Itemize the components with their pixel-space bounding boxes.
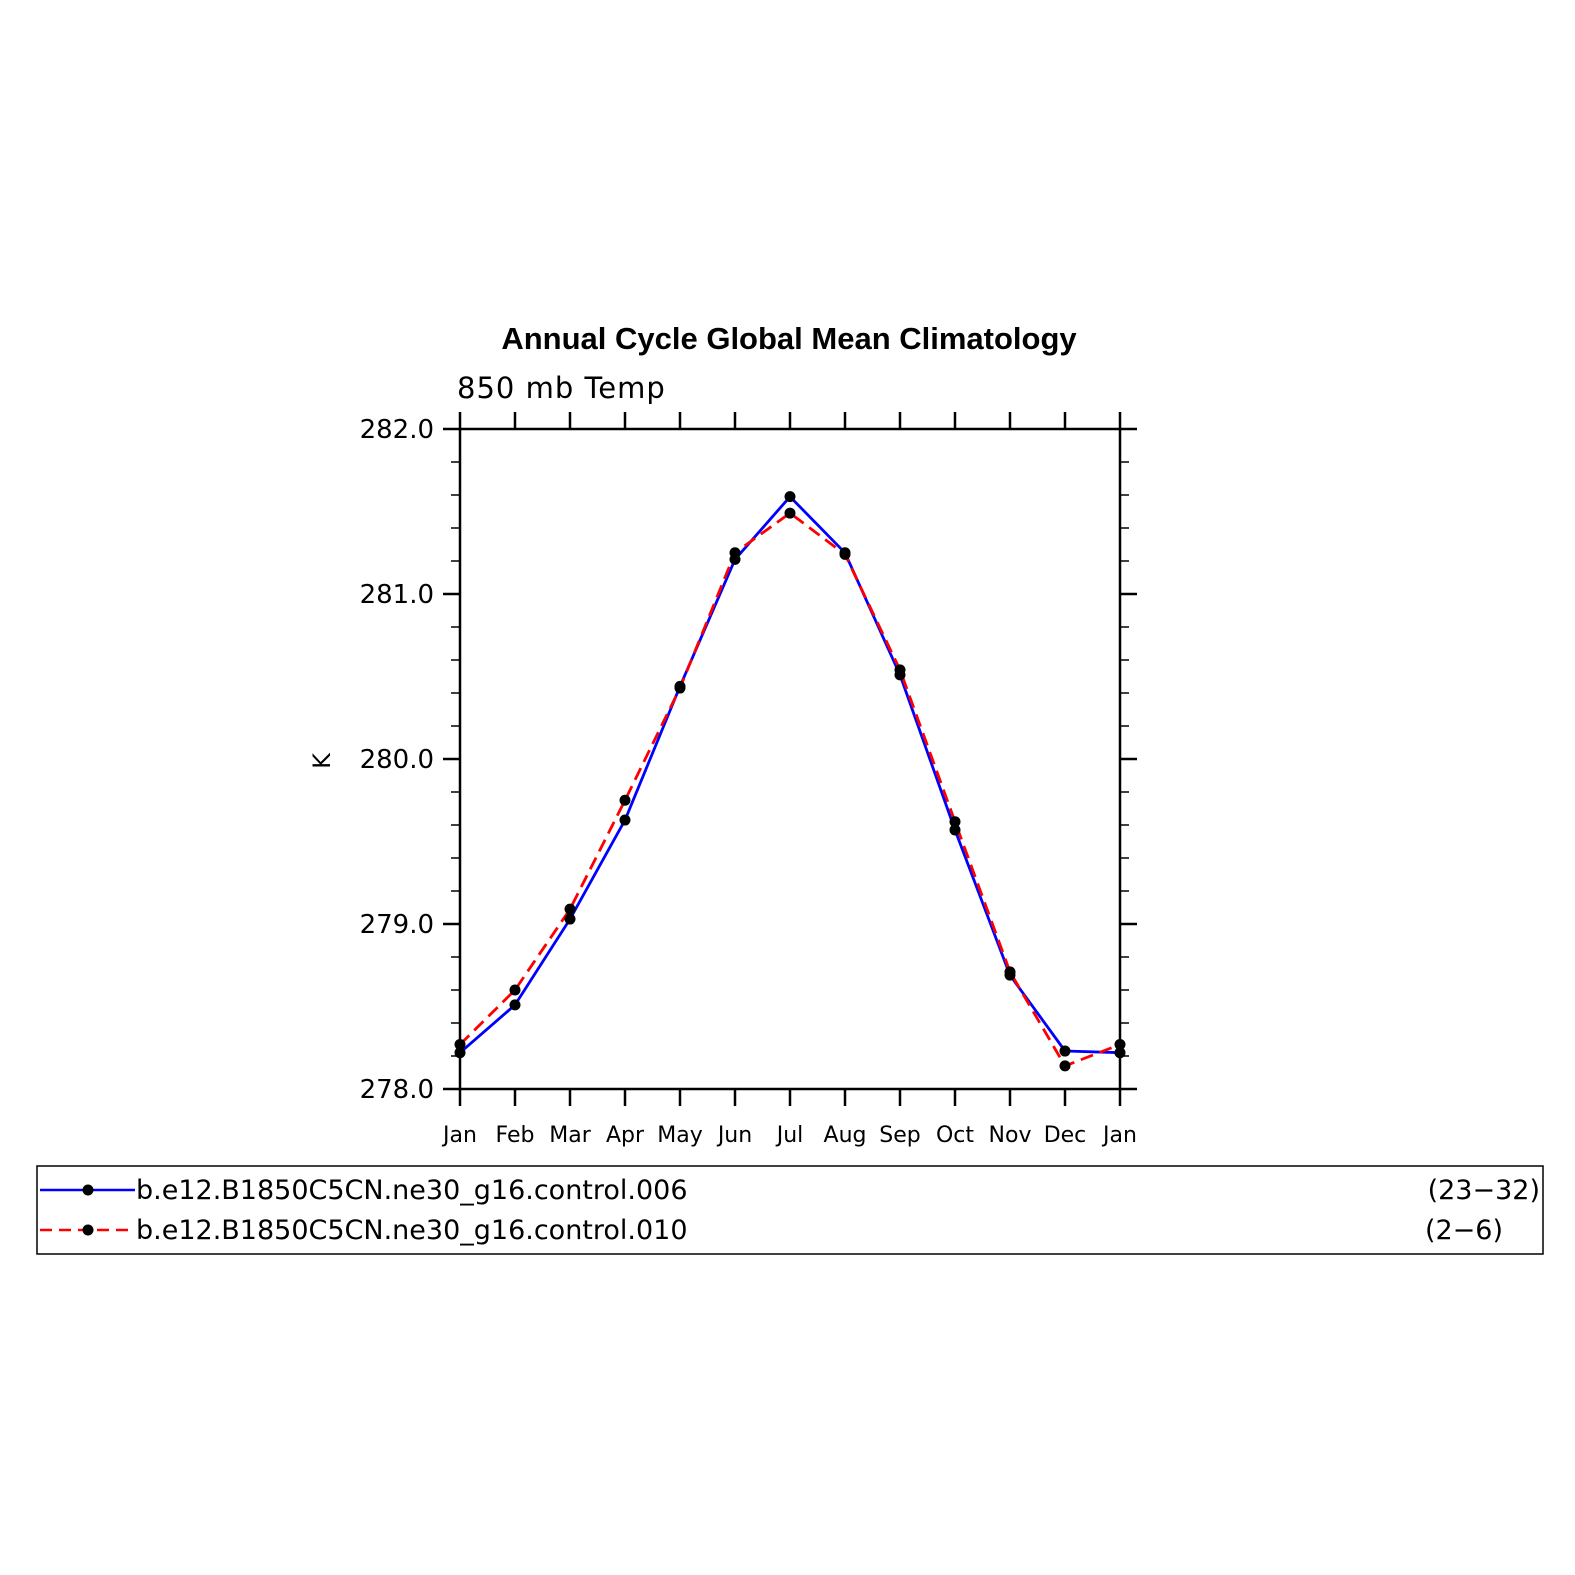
x-tick-label: Sep: [879, 1123, 920, 1148]
x-tick-labels: Jan Feb Mar Apr May Jun Jul Aug Sep Oct Nov Dec Jan: [441, 1123, 1137, 1148]
x-tick-label: Jul: [775, 1123, 804, 1148]
data-point-s2-10: [1004, 966, 1016, 978]
legend-entry-2: b.e12.B1850C5CN.ne30_g16.control.010 (2−…: [40, 1215, 1503, 1246]
data-point-s2-12: [1114, 1038, 1126, 1050]
series-lines: [459, 495, 1121, 1068]
y-tick-label: 281.0: [360, 580, 434, 610]
series-points: [454, 491, 1126, 1072]
y-tick-label: 278.0: [360, 1075, 434, 1105]
y-tick-label: 282.0: [360, 415, 434, 445]
data-point-s2-2: [564, 903, 576, 915]
data-point-s1-12: [1114, 1047, 1126, 1059]
legend-label-2: b.e12.B1850C5CN.ne30_g16.control.010: [136, 1215, 688, 1246]
series-line-1: [459, 495, 1121, 1055]
legend-years-1: (23−32): [1428, 1175, 1540, 1206]
chart-subtitle: 850 mb Temp: [457, 371, 666, 405]
y-axis-label: K: [308, 752, 336, 769]
data-point-s2-11: [1059, 1060, 1071, 1072]
data-point-s1-2: [564, 913, 576, 925]
data-point-s2-4: [674, 682, 686, 694]
legend-entry-1: b.e12.B1850C5CN.ne30_g16.control.006 (23…: [40, 1175, 1540, 1206]
data-point-s1-6: [784, 491, 796, 503]
data-point-s1-1: [509, 999, 521, 1011]
x-tick-label: Feb: [496, 1123, 535, 1148]
legend-marker-1: [82, 1184, 94, 1196]
x-tick-label: Jan: [1101, 1123, 1137, 1148]
data-point-s1-0: [454, 1047, 466, 1059]
data-point-s2-7: [839, 548, 851, 560]
x-tick-label: Oct: [936, 1123, 974, 1148]
y-tick-label: 279.0: [360, 910, 434, 940]
data-point-s2-5: [729, 547, 741, 559]
x-tick-label: Jan: [441, 1123, 477, 1148]
data-point-s1-11: [1059, 1045, 1071, 1057]
x-tick-label: May: [657, 1123, 702, 1148]
x-tick-label: Apr: [606, 1123, 645, 1148]
y-tick-labels: 278.0 279.0 280.0 281.0 282.0: [360, 415, 434, 1105]
data-point-s2-6: [784, 507, 796, 519]
data-point-s2-8: [894, 664, 906, 676]
legend-marker-2: [82, 1224, 94, 1236]
y-tick-label: 280.0: [360, 745, 434, 775]
data-point-s2-9: [949, 816, 961, 828]
data-point-s2-1: [509, 984, 521, 996]
x-tick-label: Dec: [1044, 1123, 1087, 1148]
legend-years-2: (2−6): [1425, 1215, 1503, 1246]
x-tick-label: Mar: [549, 1123, 591, 1148]
chart-title: Annual Cycle Global Mean Climatology: [501, 321, 1077, 356]
data-point-s1-3: [619, 814, 631, 826]
x-tick-label: Aug: [824, 1123, 867, 1148]
legend-box: [36, 1165, 1544, 1255]
x-tick-label: Jun: [716, 1123, 752, 1148]
series-line-2: [459, 511, 1121, 1068]
data-point-s2-0: [454, 1038, 466, 1050]
legend-label-1: b.e12.B1850C5CN.ne30_g16.control.006: [136, 1175, 688, 1206]
data-point-s1-9: [949, 824, 961, 836]
data-point-s2-3: [619, 794, 631, 806]
x-tick-label: Nov: [989, 1123, 1032, 1148]
